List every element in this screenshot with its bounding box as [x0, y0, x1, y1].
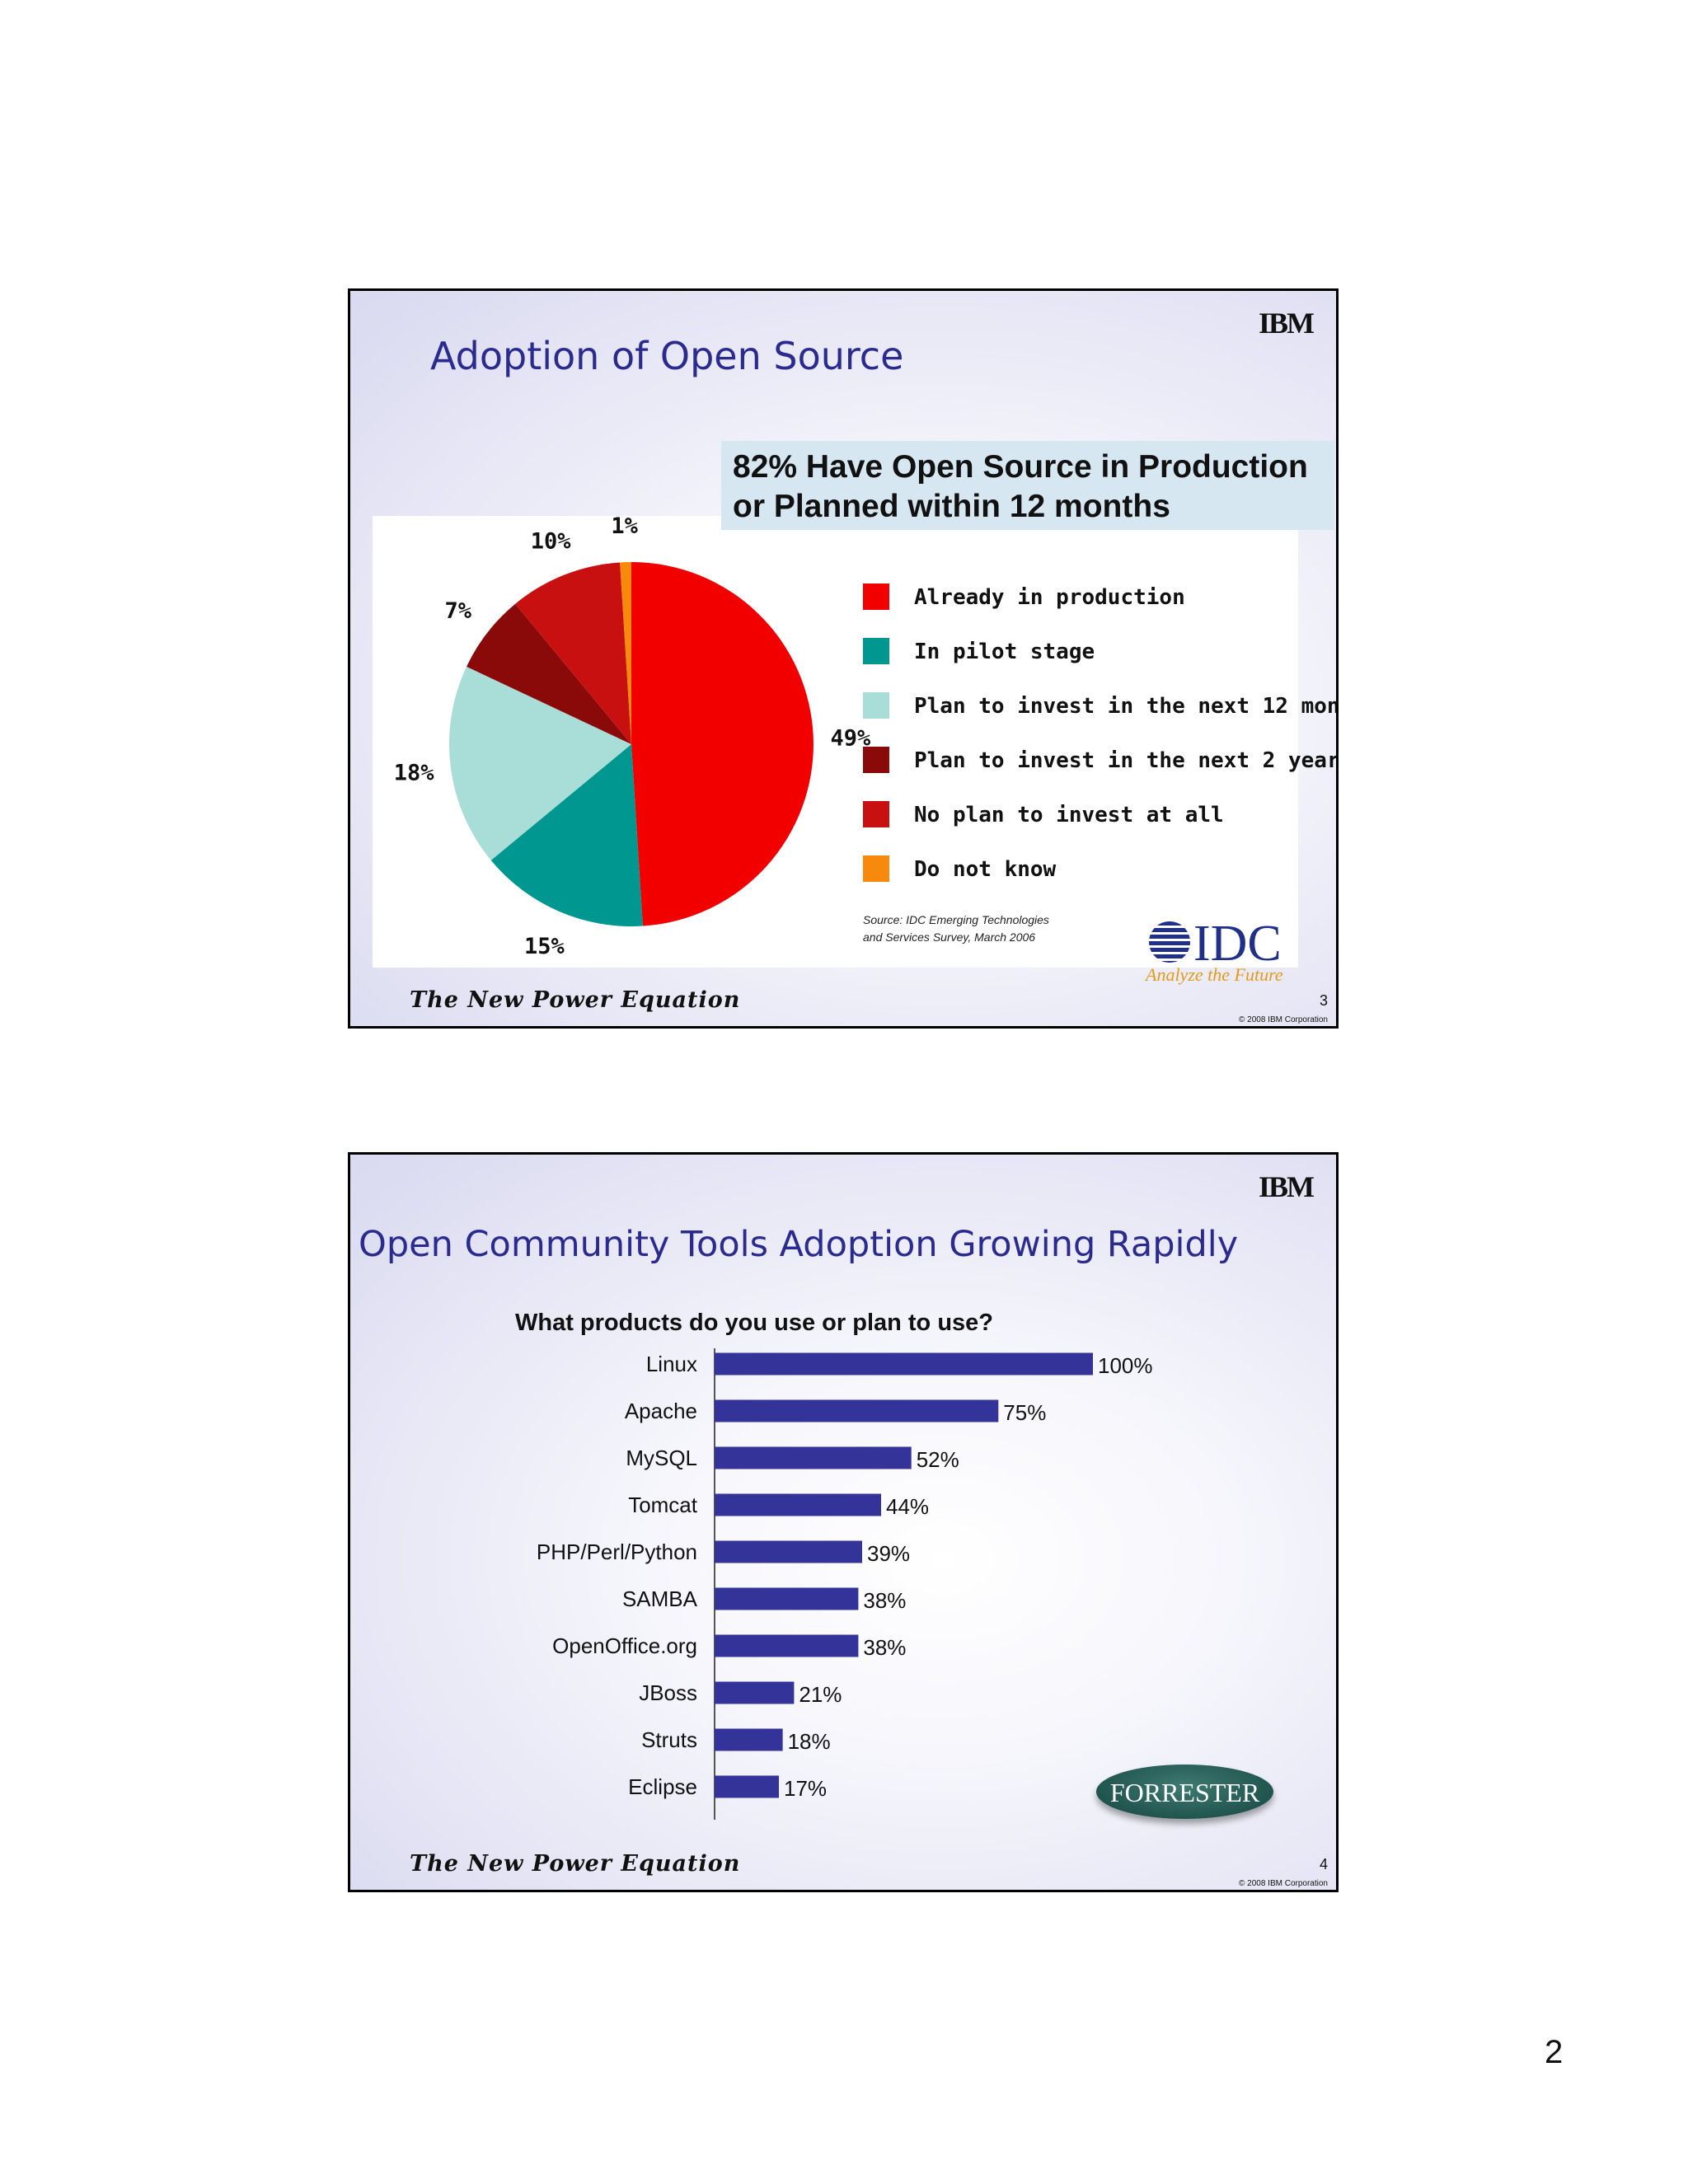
value-label: 75%: [1003, 1400, 1046, 1425]
value-label: 18%: [788, 1729, 831, 1754]
value-label: 100%: [1098, 1353, 1153, 1378]
value-label: 38%: [863, 1635, 906, 1660]
pie-slice-already-in-production: [631, 562, 814, 926]
pie-slice-plan-to-invest-in-the-next-12-months: [448, 666, 631, 860]
page-number: 2: [1545, 2034, 1564, 2070]
legend-label: Already in production: [914, 585, 1185, 610]
idc-globe-icon: [1149, 921, 1190, 963]
legend-swatch: [863, 692, 889, 719]
slide-adoption-of-open-source: IBM Adoption of Open Source 49% 15% 18% 7% 1…: [348, 288, 1339, 1029]
headline-line-1: 82% Have Open Source in Production: [733, 449, 1308, 485]
pie-value-label: 7%: [445, 598, 472, 624]
idc-logo: IDC Analyze the Future: [1139, 915, 1296, 985]
value-label: 44%: [886, 1494, 929, 1519]
copyright: © 2008 IBM Corporation: [1239, 1879, 1328, 1888]
legend-label: Do not know: [914, 857, 1057, 882]
pie-slice-no-plan-to-invest-at-all: [515, 562, 631, 744]
pie-chart-panel: 49% 15% 18% 7% 10% 1% Already in production In…: [373, 516, 1336, 985]
footer-brand: The New Power Equation: [410, 1851, 741, 1877]
pie-slice-in-pilot-stage: [490, 744, 643, 926]
bar-linux: [715, 1352, 1093, 1376]
forrester-oval: [1096, 1765, 1273, 1819]
legend-swatch: [863, 801, 889, 827]
headline-line-2: or Planned within 12 months: [733, 489, 1170, 524]
slide-open-community-tools: IBM Open Community Tools Adoption Growin…: [348, 1152, 1339, 1892]
copyright: © 2008 IBM Corporation: [1239, 1015, 1328, 1024]
category-label: PHP/Perl/Python: [537, 1540, 697, 1564]
source-note: Source: IDC Emerging Technologies and Se…: [863, 912, 1049, 946]
chart-title: What products do you use or plan to use?: [515, 1310, 994, 1336]
bar-apache: [715, 1399, 999, 1422]
pie-value-label: 10%: [531, 529, 572, 555]
bar-tomcat: [715, 1493, 881, 1516]
ibm-logo: IBM: [1259, 307, 1315, 340]
bar-chart: Linux 100% Apache 75% MySQL 52% Tomcat 44% PHP/P…: [537, 1348, 1153, 1820]
slide-number: 4: [1319, 1856, 1328, 1872]
legend-swatch: [863, 747, 889, 773]
forrester-logo-text: FORRESTER: [1109, 1778, 1260, 1807]
category-label: Eclipse: [628, 1774, 697, 1799]
bar-jboss: [715, 1681, 795, 1704]
category-label: Linux: [646, 1352, 697, 1376]
legend-label: In pilot stage: [914, 640, 1095, 664]
bar-samba: [715, 1587, 859, 1610]
footer-brand: The New Power Equation: [410, 987, 741, 1013]
category-label: Apache: [625, 1399, 697, 1423]
headline-box: 82% Have Open Source in Production or Pl…: [721, 441, 1334, 530]
category-label: Struts: [641, 1727, 697, 1752]
bar-eclipse: [715, 1775, 779, 1798]
bar-mysql: [715, 1446, 912, 1469]
value-label: 17%: [784, 1776, 827, 1801]
forrester-logo: FORRESTER: [1096, 1765, 1273, 1819]
slide-number: 3: [1319, 992, 1328, 1009]
category-label: Tomcat: [628, 1493, 698, 1517]
category-label: JBoss: [639, 1680, 697, 1705]
pie-value-label: 18%: [394, 760, 435, 785]
value-label: 52%: [917, 1447, 959, 1472]
value-label: 21%: [799, 1682, 842, 1707]
legend-swatch: [863, 583, 889, 610]
slide-title: Open Community Tools Adoption Growing Ra…: [359, 1224, 1239, 1265]
legend-label: Plan to invest in the next 2 years: [914, 748, 1339, 773]
pie-value-label: 15%: [524, 934, 565, 959]
idc-logo-text: IDC: [1193, 916, 1282, 972]
bar-openoffice-org: [715, 1634, 859, 1657]
source-line-1: Source: IDC Emerging Technologies: [863, 913, 1049, 926]
idc-tagline: Analyze the Future: [1146, 964, 1283, 985]
value-label: 38%: [863, 1588, 906, 1613]
category-label: SAMBA: [622, 1586, 698, 1611]
source-line-2: and Services Survey, March 2006: [863, 930, 1036, 944]
legend-swatch: [863, 855, 889, 882]
slide-title: Adoption of Open Source: [430, 334, 904, 378]
ibm-logo: IBM: [1259, 1170, 1315, 1203]
category-label: OpenOffice.org: [552, 1633, 697, 1658]
pie-value-label: 1%: [611, 516, 638, 539]
pie-chart: 49%15%18%7%10%1%: [394, 516, 871, 959]
legend-label: Plan to invest in the next 12 months: [914, 694, 1339, 719]
pie-slice-plan-to-invest-in-the-next-2-years: [467, 603, 631, 744]
legend-label: No plan to invest at all: [914, 803, 1224, 827]
bar-php-perl-python: [715, 1540, 862, 1563]
value-label: 39%: [867, 1541, 910, 1566]
category-label: MySQL: [626, 1446, 697, 1470]
pie-slice-do-not-know: [620, 562, 631, 744]
bar-struts: [715, 1728, 783, 1751]
legend-swatch: [863, 638, 889, 664]
